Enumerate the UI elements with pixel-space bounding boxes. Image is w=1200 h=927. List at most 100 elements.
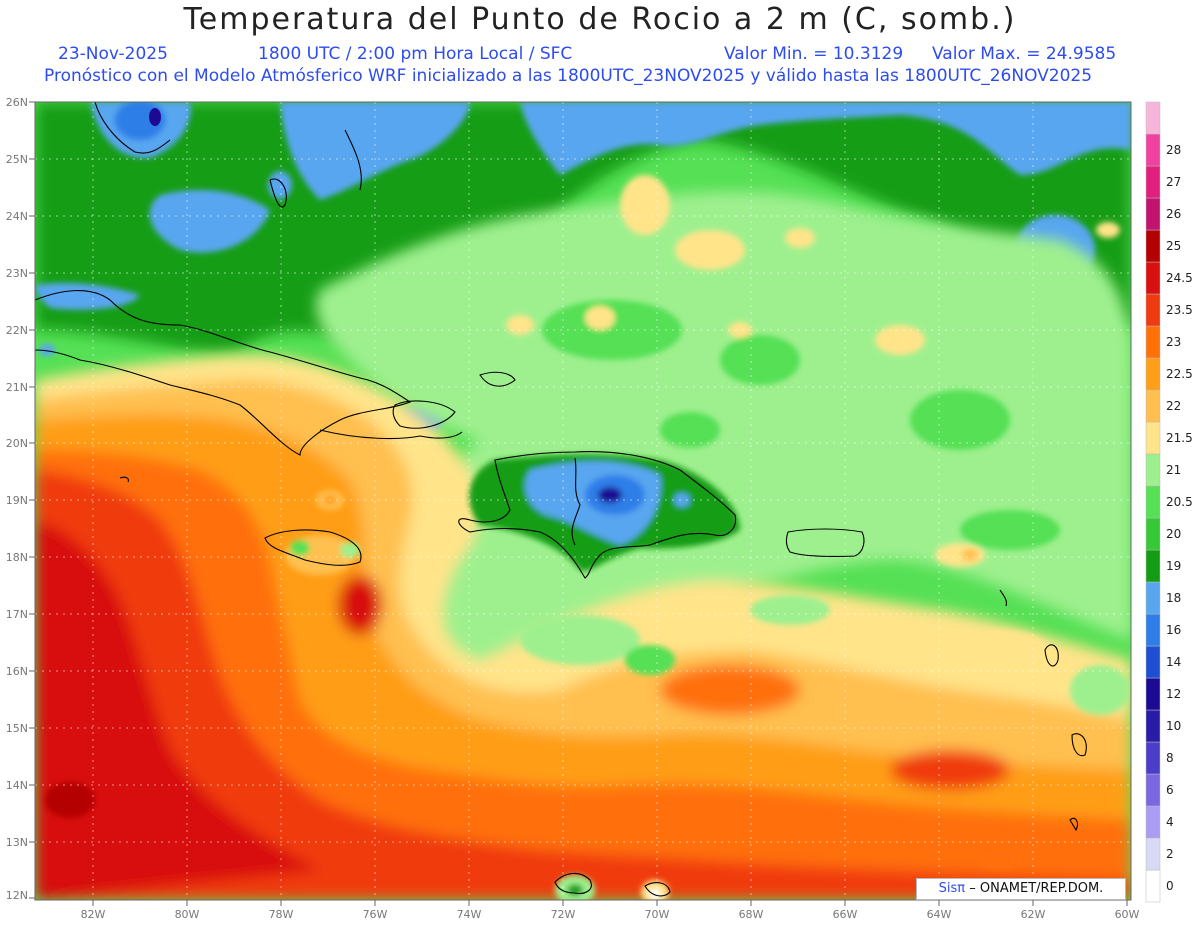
colorbar-swatch [1145,773,1161,807]
jamaica-coast [264,529,362,566]
colorbar-label: 19 [1166,559,1181,573]
colorbar-swatch [1145,197,1161,231]
colorbar-label: 2 [1166,847,1174,861]
lon-label: 66W [833,908,858,921]
colorbar-swatch [1145,357,1161,391]
colorbar-label: 18 [1166,591,1181,605]
map-field [35,102,1131,900]
graticule [35,102,1131,900]
colorbar-swatch [1145,549,1161,583]
lon-label: 82W [81,908,106,921]
colorbar-label: 21 [1166,463,1181,477]
lat-label: 26N [6,96,28,109]
lat-label: 12N [6,889,28,902]
colorbar-label: 14 [1166,655,1181,669]
lat-label: 14N [6,779,28,792]
lat-label: 24N [6,210,28,223]
colorbar-swatch [1145,517,1161,551]
lat-label: 20N [6,437,28,450]
colorbar-label: 6 [1166,783,1174,797]
lat-label: 18N [6,551,28,564]
colorbar-swatch [1145,389,1161,423]
colorbar-swatch [1145,677,1161,711]
colorbar-swatch [1145,613,1161,647]
lat-label: 25N [6,153,28,166]
lon-label: 80W [175,908,200,921]
map-frame [34,101,1132,901]
colorbar-label: 22 [1166,399,1181,413]
lat-label: 16N [6,665,28,678]
lat-label: 15N [6,722,28,735]
colorbar-label: 10 [1166,719,1181,733]
colorbar-label: 0 [1166,879,1174,893]
colorbar-swatch [1145,101,1161,135]
lon-label: 78W [269,908,294,921]
florida-coast [94,102,171,154]
colorbar-label: 28 [1166,143,1181,157]
latitude-labels: 26N 25N 24N 23N 22N 21N 20N 19N 18N 17N … [6,96,28,902]
colorbar-swatch [1145,229,1161,263]
valid-time: 1800 UTC / 2:00 pm Hora Local / SFC [258,44,573,64]
colorbar-label: 23.5 [1166,303,1193,317]
lon-label: 62W [1021,908,1046,921]
longitude-labels: 82W 80W 78W 76W 74W 72W 70W 68W 66W 64W … [81,908,1140,921]
colorbar-swatch [1145,293,1161,327]
credit-box: Sisπ – ONAMET/REP.DOM. [916,878,1126,900]
colorbar-swatch [1145,581,1161,615]
lon-label: 74W [457,908,482,921]
lat-label: 22N [6,324,28,337]
colorbar-label: 25 [1166,239,1181,253]
coastlines [35,102,1087,897]
map-title: Temperatura del Punto de Rocio a 2 m (C,… [183,2,1017,37]
haiti-border [571,457,581,546]
colorbar-label: 16 [1166,623,1181,637]
colorbar-swatch [1145,325,1161,359]
colorbar-swatch [1145,805,1161,839]
colorbar-label: 24.5 [1166,271,1193,285]
colorbar-swatch [1145,741,1161,775]
colorbar-label: 4 [1166,815,1174,829]
cuba-coast [35,290,412,456]
puerto-rico-coast [785,528,865,558]
min-value: Valor Min. = 10.3129 [724,44,904,64]
lat-label: 17N [6,608,28,621]
colorbar-swatch [1145,453,1161,487]
colorbar-swatch [1145,645,1161,679]
colorbar-label: 27 [1166,175,1181,189]
colorbar-swatch [1145,133,1161,167]
sispi-logo: Sisπ [938,881,966,896]
colorbar-swatch [1145,261,1161,295]
cuba-east-coast [319,429,463,440]
forecast-info: Pronóstico con el Modelo Atmósferico WRF… [44,66,1093,86]
lon-label: 70W [645,908,670,921]
colorbar-swatch [1145,709,1161,743]
colorbar-swatch [1145,165,1161,199]
colorbar-label: 8 [1166,751,1174,765]
lat-label: 21N [6,381,28,394]
max-value: Valor Max. = 24.9585 [932,44,1117,64]
lon-label: 60W [1115,908,1140,921]
lat-label: 19N [6,494,28,507]
lat-label: 23N [6,267,28,280]
lon-label: 72W [551,908,576,921]
colorbar-label: 23 [1166,335,1181,349]
colorbar-swatch [1145,485,1161,519]
lon-label: 64W [927,908,952,921]
colorbar-label: 26 [1166,207,1181,221]
colorbar-swatch [1145,837,1161,871]
colorbar-label: 21.5 [1166,431,1193,445]
hispaniola-coast [458,451,737,579]
credit-text: – ONAMET/REP.DOM. [969,881,1104,896]
lon-label: 76W [363,908,388,921]
colorbar-label: 22.5 [1166,367,1193,381]
valid-date: 23-Nov-2025 [58,44,168,64]
lon-label: 68W [739,908,764,921]
colorbar-label: 12 [1166,687,1181,701]
colorbar: 0 2 4 6 8 10 12 14 16 18 19 20 20.5 21 21.5 22 22.5 23 23.… [1145,101,1193,903]
colorbar-swatch [1145,421,1161,455]
colorbar-swatch [1145,869,1161,903]
lat-label: 13N [6,836,28,849]
colorbar-label: 20 [1166,527,1181,541]
colorbar-label: 20.5 [1166,495,1193,509]
